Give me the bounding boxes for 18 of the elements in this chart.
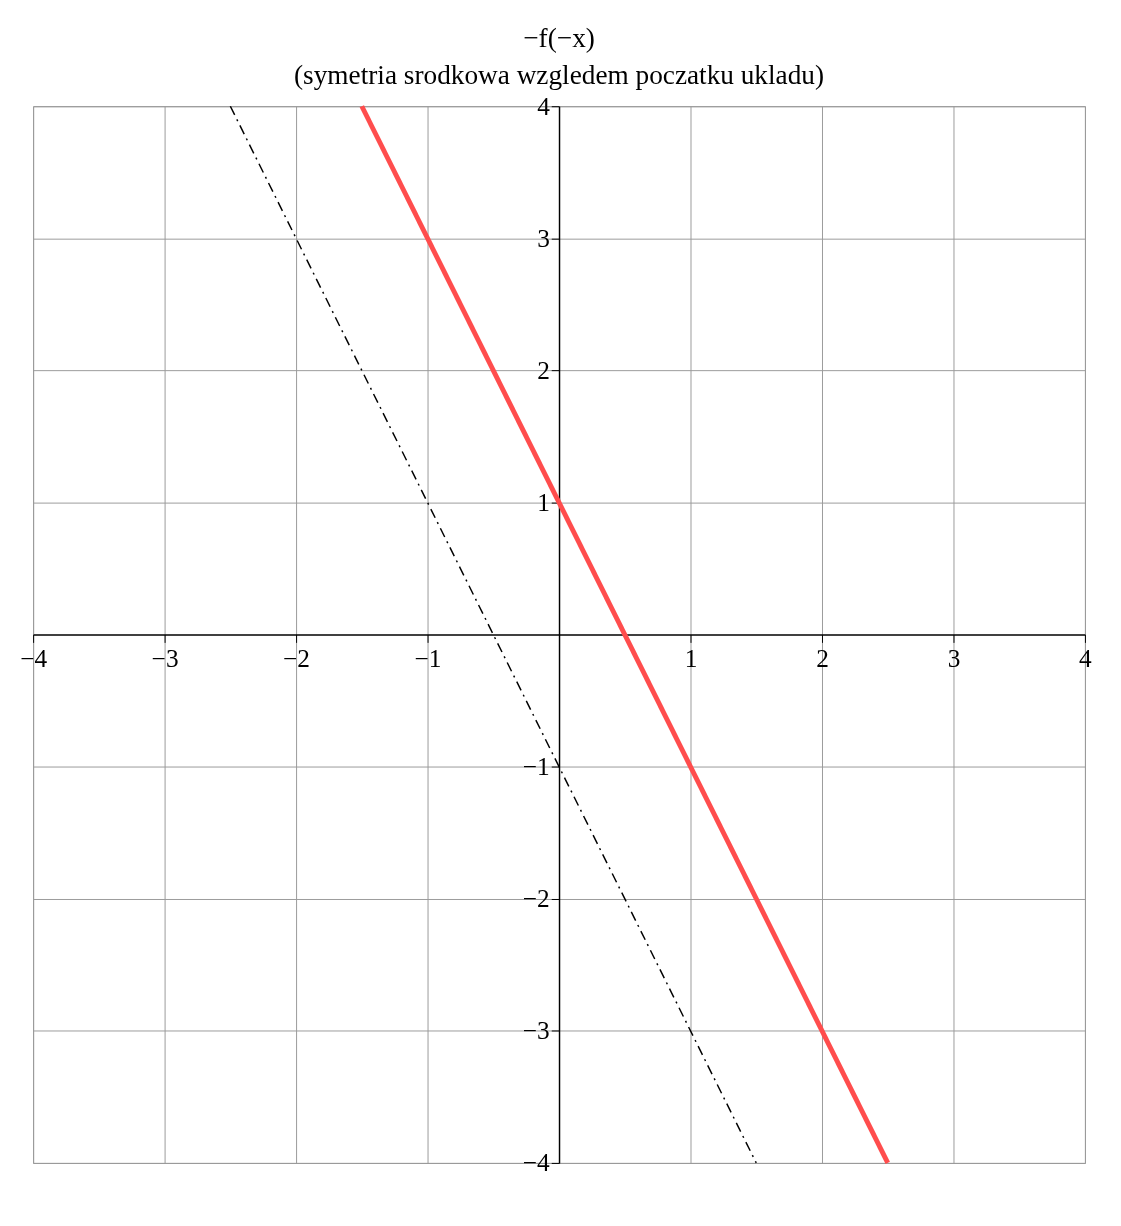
y-tick-label: −3 [522, 1016, 550, 1045]
x-tick-label: −3 [151, 644, 179, 673]
x-tick-label: −4 [20, 644, 48, 673]
x-tick-label: 2 [816, 644, 829, 673]
x-tick-label: 4 [1079, 644, 1093, 673]
x-tick-label: 3 [947, 644, 961, 673]
chart-subtitle: (symetria srodkowa wzgledem poczatku ukladu) [294, 59, 825, 90]
y-tick-label: 4 [537, 91, 551, 120]
x-tick-label: −1 [414, 644, 442, 673]
y-tick-label: 1 [537, 487, 550, 516]
y-tick-label: −2 [522, 884, 550, 913]
x-tick-label: −2 [283, 644, 311, 673]
x-tick-label: 1 [684, 644, 698, 673]
y-tick-label: 2 [537, 355, 550, 384]
y-tick-label: −1 [522, 751, 550, 780]
y-tick-label: 3 [537, 223, 550, 252]
chart-title: −f(−x) [523, 22, 595, 53]
y-tick-label: −4 [522, 1148, 551, 1177]
